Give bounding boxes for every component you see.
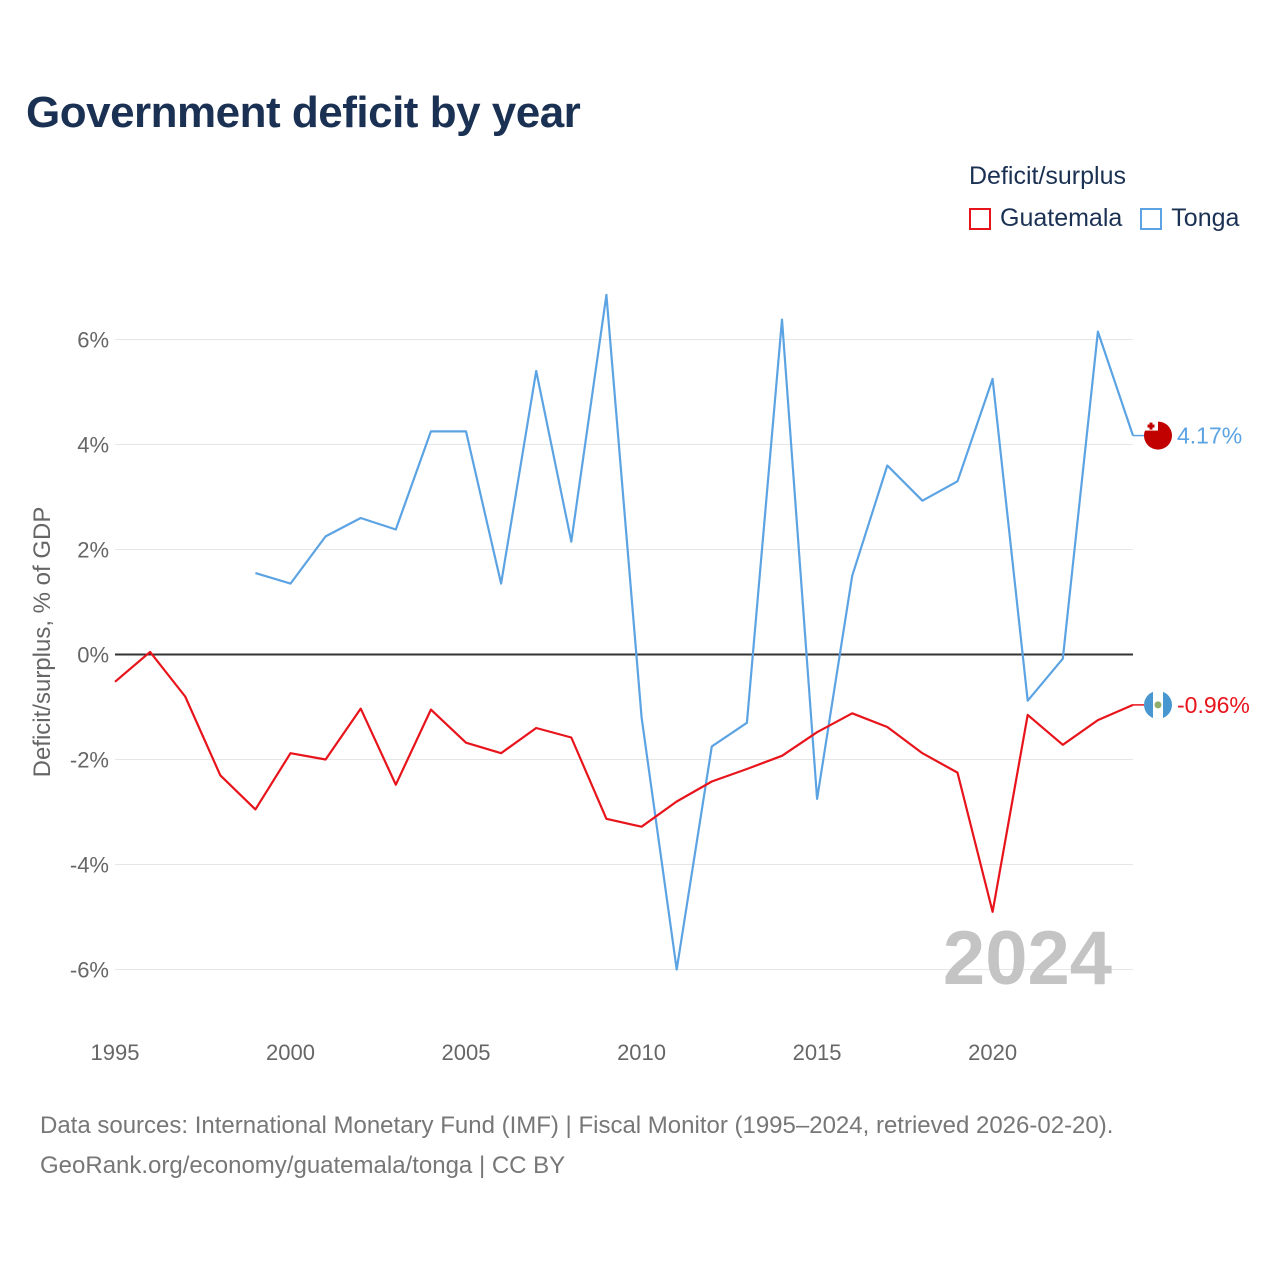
x-tick-label: 2005 [442, 1040, 491, 1065]
y-tick-label: -2% [70, 748, 109, 773]
legend-label-tonga: Tonga [1171, 204, 1240, 232]
legend-title: Deficit/surplus [969, 162, 1126, 190]
series-lines [114, 293, 1135, 971]
gridlines [115, 339, 1133, 970]
legend-swatch-tonga [1140, 207, 1163, 230]
legend-item-guatemala[interactable]: Guatemala [969, 204, 1122, 233]
y-tick-label: -4% [70, 853, 109, 878]
x-tick-label: 2000 [266, 1040, 315, 1065]
legend-label-guatemala: Guatemala [1000, 204, 1123, 232]
x-axis-ticks: 1995 2000 2005 2010 2015 2020 [91, 1040, 1018, 1065]
current-year-watermark: 2024 [943, 916, 1112, 1001]
series-line-tonga[interactable] [255, 293, 1135, 971]
data-source-note: Data sources: International Monetary Fun… [40, 1112, 1114, 1139]
series-line-guatemala[interactable] [114, 650, 1134, 913]
y-tick-label: -6% [70, 958, 109, 983]
y-axis-ticks: 6% 4% 2% 0% -2% -4% -6% [70, 328, 109, 983]
legend-item-tonga[interactable]: Tonga [1140, 204, 1239, 233]
chart-title: Government deficit by year [26, 88, 581, 137]
y-tick-label: 0% [77, 643, 109, 668]
y-axis-label: Deficit/surplus, % of GDP [29, 507, 56, 778]
y-tick-label: 4% [77, 433, 109, 458]
flag-icon-tonga [1144, 421, 1172, 450]
footer: Data sources: International Monetary Fun… [40, 1106, 1113, 1186]
end-value-label-tonga: 4.17% [1177, 423, 1242, 449]
end-markers: 4.17% -0.96% [1133, 421, 1250, 719]
y-tick-label: 6% [77, 328, 109, 353]
legend: Guatemala Tonga [969, 204, 1257, 233]
y-tick-label: 2% [77, 538, 109, 563]
x-tick-label: 1995 [91, 1040, 140, 1065]
flag-icon-guatemala [1144, 690, 1172, 719]
end-value-label-guatemala: -0.96% [1177, 692, 1250, 718]
x-tick-label: 2020 [968, 1040, 1017, 1065]
x-tick-label: 2015 [793, 1040, 842, 1065]
attribution-link[interactable]: GeoRank.org/economy/guatemala/tonga | CC… [40, 1152, 566, 1179]
x-tick-label: 2010 [617, 1040, 666, 1065]
legend-swatch-guatemala [969, 207, 991, 230]
